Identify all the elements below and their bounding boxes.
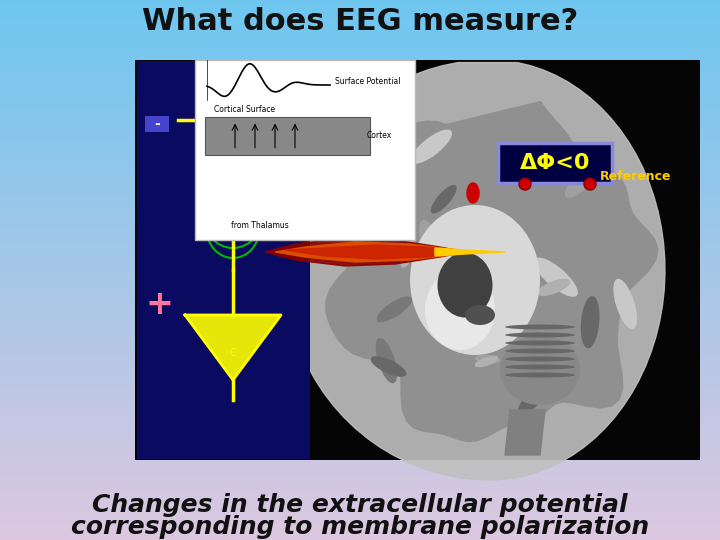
Ellipse shape	[410, 205, 540, 355]
Polygon shape	[326, 102, 658, 441]
Ellipse shape	[505, 364, 575, 369]
Text: from Thalamus: from Thalamus	[231, 221, 289, 231]
Text: Reference: Reference	[600, 170, 672, 183]
Ellipse shape	[419, 220, 443, 269]
Text: $\leftarrow$ K$^+$: $\leftarrow$ K$^+$	[238, 200, 266, 212]
Text: $\leftarrow$ Na$^+$: $\leftarrow$ Na$^+$	[238, 188, 272, 200]
Text: C: C	[230, 348, 236, 358]
Text: corresponding to membrane polarization: corresponding to membrane polarization	[71, 515, 649, 539]
Circle shape	[519, 178, 531, 190]
Bar	[135, 60, 700, 460]
Polygon shape	[185, 315, 281, 380]
Ellipse shape	[431, 185, 456, 214]
Ellipse shape	[505, 325, 575, 329]
Polygon shape	[435, 248, 505, 256]
Text: EPSP: EPSP	[243, 167, 267, 177]
Polygon shape	[275, 242, 475, 262]
Ellipse shape	[518, 381, 548, 416]
Ellipse shape	[377, 296, 412, 322]
Bar	[145, 116, 169, 132]
Ellipse shape	[438, 253, 492, 318]
Ellipse shape	[505, 348, 575, 354]
Bar	[137, 61, 310, 459]
Text: ΔΦ<0: ΔΦ<0	[520, 153, 590, 173]
Ellipse shape	[376, 338, 397, 383]
Circle shape	[584, 178, 596, 190]
Ellipse shape	[524, 332, 541, 354]
Ellipse shape	[410, 130, 452, 164]
Bar	[205, 117, 370, 154]
Text: -: -	[154, 117, 160, 131]
Ellipse shape	[454, 296, 476, 349]
Ellipse shape	[505, 356, 575, 361]
Polygon shape	[285, 245, 480, 259]
Ellipse shape	[475, 355, 500, 364]
Polygon shape	[285, 63, 665, 480]
Ellipse shape	[399, 228, 415, 268]
Ellipse shape	[500, 335, 580, 405]
Text: Surface Potential: Surface Potential	[335, 78, 400, 86]
Ellipse shape	[534, 258, 578, 297]
Ellipse shape	[537, 279, 570, 296]
Text: What does EEG measure?: What does EEG measure?	[142, 8, 578, 37]
Ellipse shape	[465, 305, 495, 325]
FancyBboxPatch shape	[498, 143, 612, 183]
Polygon shape	[505, 410, 545, 455]
Text: Cortex: Cortex	[367, 131, 392, 140]
Ellipse shape	[425, 270, 495, 350]
Ellipse shape	[421, 275, 442, 300]
Ellipse shape	[418, 271, 436, 316]
Polygon shape	[467, 183, 479, 203]
Ellipse shape	[613, 279, 637, 329]
Ellipse shape	[474, 356, 498, 367]
Text: Changes in the extracellular potential: Changes in the extracellular potential	[92, 493, 628, 517]
Ellipse shape	[581, 296, 600, 348]
Ellipse shape	[505, 341, 575, 346]
Bar	[195, 60, 415, 240]
Ellipse shape	[564, 164, 601, 198]
Polygon shape	[265, 238, 465, 266]
Text: +: +	[145, 288, 173, 321]
Ellipse shape	[505, 333, 575, 338]
Text: Cortical Surface: Cortical Surface	[215, 105, 276, 113]
Ellipse shape	[459, 308, 498, 349]
Ellipse shape	[371, 356, 406, 377]
Ellipse shape	[505, 373, 575, 377]
